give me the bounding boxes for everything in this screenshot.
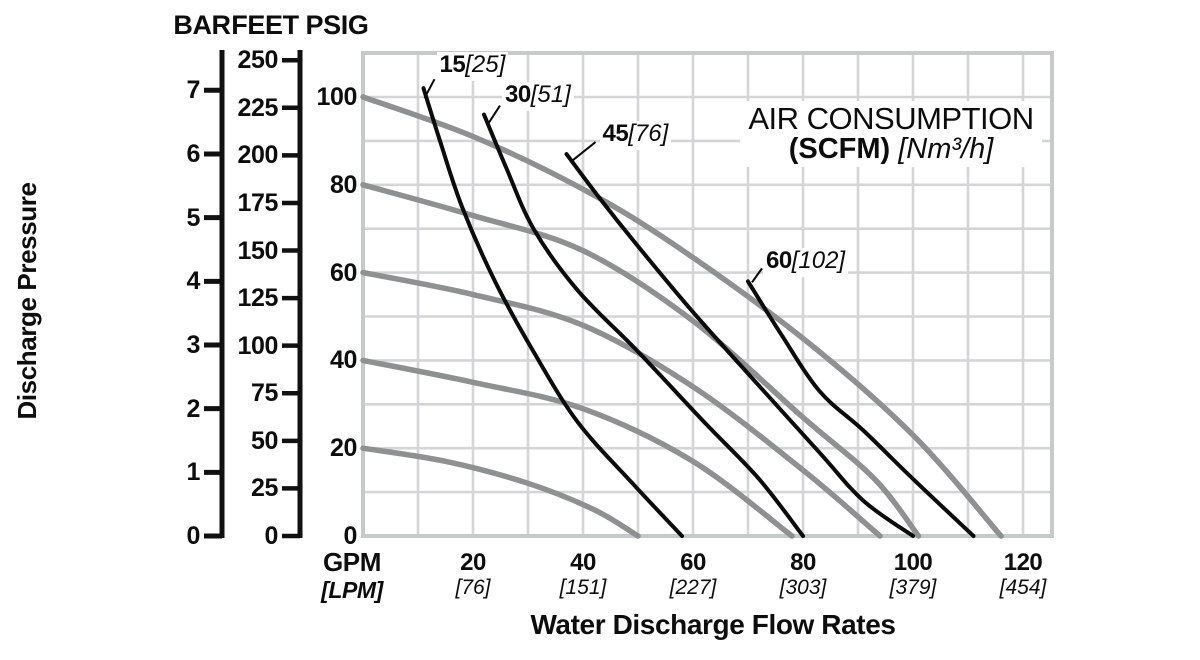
gpm-unit-label: GPM	[322, 547, 382, 577]
x-tick-lpm-80: [303]	[779, 576, 827, 599]
leader-air-line-45	[569, 141, 597, 163]
leader-air-line-15	[423, 78, 436, 99]
bar-axis-header: BAR	[173, 10, 231, 40]
feet-tick-label-225: 225	[237, 93, 278, 122]
bar-tick-label-4: 4	[186, 267, 200, 296]
x-tick-gpm-100: 100	[893, 549, 933, 576]
pump-curve-20-psig	[360, 445, 641, 539]
psig-axis-header: PSIG	[305, 10, 369, 40]
air-line-15	[421, 86, 684, 538]
air-line-15-label: 15[25]	[436, 51, 509, 82]
chart-title-line2: (SCFM) [Nm³/h]	[740, 134, 1042, 165]
air-line-45-label: 45[76]	[599, 120, 672, 151]
air-line-30-label-nm3h: [51]	[530, 80, 571, 108]
bar-tick-label-2: 2	[186, 394, 200, 423]
feet-axis-header: FEET	[231, 10, 299, 40]
feet-tick-label-50: 50	[250, 426, 278, 455]
x-tick-lpm-20: [76]	[455, 576, 491, 599]
x-tick-gpm-20: 20	[460, 549, 486, 576]
y-axis-title: Discharge Pressure	[12, 182, 42, 420]
psig-tick-label-60: 60	[329, 258, 357, 287]
x-tick-lpm-60: [227]	[669, 576, 717, 599]
chart-title-line1: AIR CONSUMPTION	[748, 101, 1034, 136]
feet-tick-label-100: 100	[237, 331, 278, 360]
bar-tick-label-5: 5	[186, 203, 200, 232]
air-line-30-label: 30[51]	[502, 80, 574, 111]
x-tick-gpm-120: 120	[1003, 549, 1043, 576]
leader-air-line-30	[486, 105, 501, 127]
x-tick-lpm-100: [379]	[889, 576, 937, 599]
x-tick-lpm-120: [454]	[999, 576, 1047, 599]
x-tick-label-20: 20 [76]	[428, 550, 518, 599]
air-line-15-label-nm3h: [25]	[465, 51, 506, 79]
feet-tick-label-0: 0	[264, 522, 278, 550]
chart-title-scfm: (SCFM)	[788, 133, 891, 165]
x-tick-label-40: 40 [151]	[538, 550, 628, 599]
air-line-45-label-scfm: 45	[602, 120, 629, 148]
air-line-60-label-scfm: 60	[766, 247, 792, 275]
air-line-60-label: 60[102]	[763, 247, 849, 278]
psig-tick-label-80: 80	[329, 170, 357, 199]
chart-title-nm3h: [Nm³/h]	[898, 133, 994, 165]
bar-tick-label-6: 6	[186, 139, 200, 168]
x-tick-label-80: 80 [303]	[758, 550, 848, 599]
pump-curve-100-psig	[360, 94, 1004, 539]
x-tick-gpm-80: 80	[790, 549, 816, 576]
bar-tick-label-7: 7	[186, 76, 200, 105]
x-tick-label-60: 60 [227]	[648, 550, 738, 599]
air-line-45-label-nm3h: [76]	[628, 120, 669, 148]
feet-tick-label-125: 125	[237, 284, 278, 313]
psig-tick-label-20: 20	[329, 434, 357, 463]
psig-tick-label-0: 0	[343, 522, 357, 550]
leader-air-line-60	[751, 267, 763, 283]
bar-tick-label-1: 1	[186, 458, 200, 487]
air-line-60	[746, 279, 976, 538]
air-line-30-label-scfm: 30	[505, 80, 531, 108]
feet-tick-label-25: 25	[250, 474, 278, 503]
feet-tick-label-150: 150	[237, 236, 278, 265]
lpm-unit-label: [LPM]	[321, 577, 383, 603]
x-tick-gpm-40: 40	[570, 549, 596, 576]
psig-tick-label-100: 100	[316, 83, 357, 111]
x-axis-title: Water Discharge Flow Rates	[530, 609, 896, 640]
psig-tick-label-40: 40	[329, 346, 357, 375]
feet-tick-label-75: 75	[250, 379, 278, 408]
pump-curve-40-psig	[360, 357, 795, 539]
bar-tick-label-3: 3	[186, 330, 200, 359]
feet-tick-label-200: 200	[237, 141, 278, 170]
bar-tick-label-0: 0	[186, 522, 200, 550]
plot-border	[361, 51, 1054, 538]
chart-title: AIR CONSUMPTION (SCFM) [Nm³/h]	[740, 101, 1042, 167]
air-line-15-label-scfm: 15	[439, 51, 466, 79]
air-line-45	[564, 152, 915, 538]
x-tick-lpm-40: [151]	[559, 576, 607, 599]
air-line-60-label-nm3h: [102]	[791, 247, 846, 275]
feet-tick-label-175: 175	[237, 188, 278, 217]
pump-curve-80-psig	[360, 182, 922, 539]
x-tick-label-100: 100 [379]	[868, 550, 958, 599]
x-tick-label-120: 120 [454]	[978, 550, 1068, 599]
feet-tick-label-250: 250	[237, 46, 278, 75]
x-tick-gpm-60: 60	[680, 549, 706, 576]
air-line-30	[482, 112, 805, 538]
